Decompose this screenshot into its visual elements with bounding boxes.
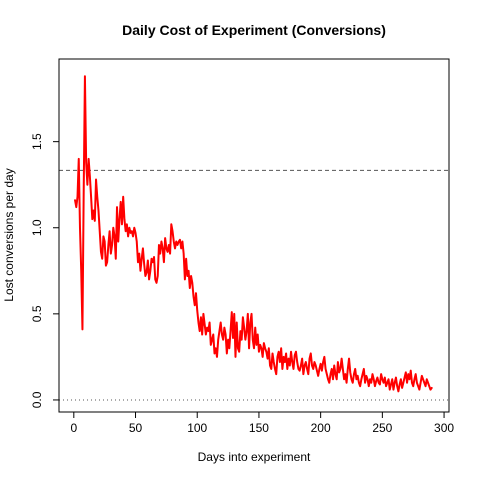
series-line [74, 75, 433, 393]
x-tick-label: 200 [311, 421, 331, 435]
y-tick-label: 1.0 [30, 219, 44, 236]
y-tick-label: 0.5 [30, 305, 44, 322]
x-tick-label: 0 [70, 421, 77, 435]
x-tick-label: 300 [434, 421, 454, 435]
x-tick-label: 250 [372, 421, 392, 435]
y-tick-label: 1.5 [30, 133, 44, 150]
x-axis-label: Days into experiment [198, 450, 311, 464]
y-axis: 0.0 0.5 1.0 1.5 [30, 133, 60, 408]
x-tick-label: 50 [129, 421, 143, 435]
plot-area [59, 75, 449, 401]
x-tick-label: 100 [187, 421, 207, 435]
x-tick-label: 150 [249, 421, 269, 435]
y-axis-label: Lost conversions per day [2, 168, 16, 301]
x-axis: 0 50 100 150 200 250 300 [70, 411, 454, 435]
y-tick-label: 0.0 [30, 391, 44, 408]
chart-title: Daily Cost of Experiment (Conversions) [122, 22, 386, 38]
